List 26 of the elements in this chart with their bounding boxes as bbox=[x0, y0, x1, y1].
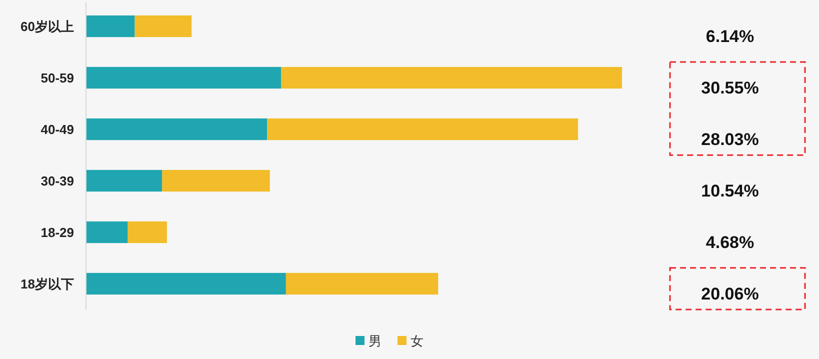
legend-label: 女 bbox=[410, 334, 424, 349]
text: 4.68% bbox=[706, 233, 754, 252]
bar bbox=[86, 66, 282, 89]
bar bbox=[286, 272, 438, 295]
bar bbox=[267, 118, 578, 140]
text: 30.55% bbox=[701, 78, 759, 98]
legend-label: 男 bbox=[368, 334, 382, 349]
text: 10.54% bbox=[701, 182, 759, 201]
y-tick-label: 40-49 bbox=[40, 122, 74, 137]
y-tick-label: 18-29 bbox=[40, 224, 74, 240]
bar bbox=[134, 15, 192, 38]
bar bbox=[162, 170, 270, 192]
text: 6.14% bbox=[706, 27, 754, 46]
bar bbox=[86, 170, 162, 192]
y-tick-label: 30-39 bbox=[40, 173, 74, 188]
bar bbox=[86, 221, 128, 244]
bar bbox=[86, 272, 286, 295]
y-tick-label: 60岁以上 bbox=[20, 18, 74, 34]
bar bbox=[281, 66, 622, 89]
y-tick-label: 18岁以下 bbox=[20, 276, 74, 292]
text: 20.06% bbox=[701, 284, 759, 304]
text: 28.03% bbox=[701, 130, 759, 150]
y-tick-label: 50-59 bbox=[40, 70, 74, 86]
bar bbox=[128, 221, 167, 244]
bar bbox=[86, 15, 135, 38]
bar bbox=[86, 118, 268, 140]
